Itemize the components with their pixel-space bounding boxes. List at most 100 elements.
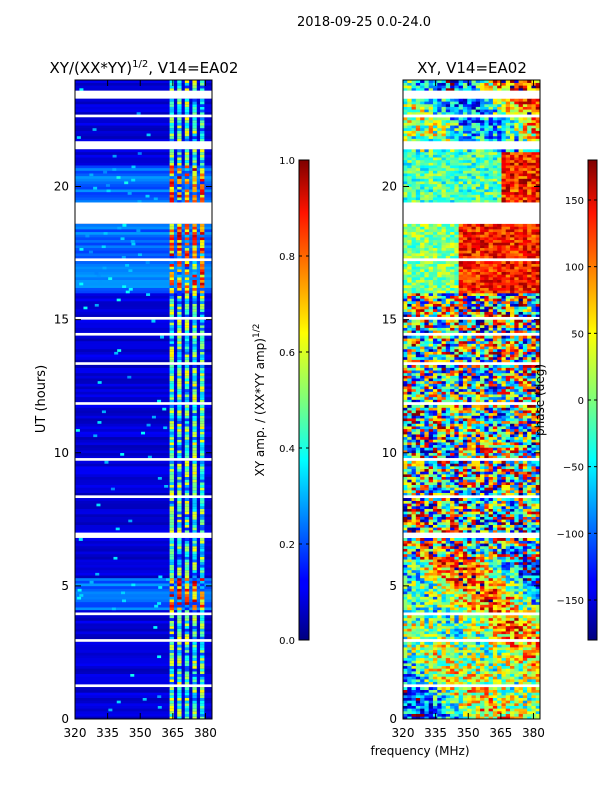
phase-cell: [445, 468, 451, 472]
amp-row: [75, 420, 212, 424]
phase-cell: [497, 705, 502, 709]
phase-cell: [518, 679, 524, 683]
phase-cell: [458, 548, 464, 552]
phase-cell: [454, 657, 459, 661]
phase-cell: [437, 620, 442, 624]
amp-cell: [177, 498, 182, 501]
phase-cell: [475, 500, 481, 504]
amp-cell: [97, 420, 102, 424]
phase-cell: [492, 695, 498, 698]
phase-cell: [501, 513, 507, 517]
amp-y-tick-label: 0: [61, 712, 69, 726]
phase-cell: [510, 671, 515, 675]
amp-cell: [200, 346, 205, 350]
amp-cell: [200, 519, 205, 523]
phase-cell: [488, 647, 494, 651]
phase-cell: [415, 703, 421, 706]
phase-cell: [527, 516, 532, 520]
phase-cell: [454, 593, 459, 597]
amp-cell: [177, 681, 182, 685]
phase-cell: [497, 673, 502, 677]
amp-cell: [177, 306, 182, 310]
phase-cell: [458, 474, 464, 478]
amp-row: [75, 388, 212, 392]
phase-cell: [510, 561, 515, 565]
phase-cell: [531, 476, 537, 480]
amp-row: [75, 484, 212, 488]
amp-cell: [177, 324, 182, 328]
phase-cell: [403, 655, 408, 659]
phase-cell: [480, 466, 485, 470]
phase-cell: [407, 695, 412, 698]
phase-cell: [445, 671, 451, 675]
amp-gap: [75, 532, 212, 538]
phase-cell: [403, 631, 408, 635]
phase-cell: [501, 503, 507, 507]
amp-cell: [200, 367, 205, 371]
phase-cell: [471, 543, 477, 547]
phase-cell: [437, 711, 442, 714]
phase-cell: [505, 668, 511, 672]
amp-cell: [177, 415, 182, 419]
amp-cell: [200, 250, 205, 254]
phase-cell: [432, 434, 438, 438]
phase-cell: [505, 607, 511, 611]
phase-cell: [514, 428, 519, 432]
phase-cell: [458, 516, 464, 520]
amp-cell: [177, 474, 182, 478]
amp-cell: [200, 431, 205, 435]
amp-cell: [184, 500, 190, 504]
phase-cell: [535, 671, 540, 675]
phase-cell: [488, 681, 494, 685]
phase-cell: [445, 673, 451, 677]
phase-cell: [437, 553, 442, 557]
amp-cell: [169, 516, 174, 520]
amp-cell: [169, 455, 174, 459]
phase-cell: [535, 647, 540, 651]
phase-cell: [462, 527, 468, 531]
phase-cell: [454, 556, 459, 560]
amp-row: [75, 585, 212, 589]
phase-cell: [497, 657, 502, 661]
phase-cell: [535, 657, 540, 661]
phase-cell: [437, 692, 442, 696]
phase-cell: [458, 599, 464, 603]
phase-cell: [492, 657, 498, 661]
phase-cell: [458, 524, 464, 528]
phase-cell: [480, 567, 485, 571]
phase-cell: [415, 636, 421, 640]
phase-cell: [505, 529, 511, 533]
phase-cell: [407, 660, 412, 664]
phase-cell: [488, 543, 494, 547]
amp-row: [75, 471, 212, 475]
phase-cell: [471, 567, 477, 571]
amp-cell: [177, 428, 182, 432]
amp-cell: [177, 293, 182, 296]
phase-cell: [454, 548, 459, 552]
phase-cell: [415, 596, 421, 600]
phase-cell: [407, 599, 412, 603]
phase-cell: [437, 577, 442, 581]
amp-cell: [200, 420, 205, 424]
phase-cell: [505, 708, 511, 712]
phase-cell: [407, 540, 412, 544]
phase-cell: [531, 668, 537, 672]
phase-cell: [492, 431, 498, 435]
amp-cell: [184, 482, 190, 485]
phase-cell: [480, 564, 485, 568]
phase-cell: [480, 556, 485, 560]
phase-cell: [454, 519, 459, 523]
phase-cell: [462, 716, 468, 719]
phase-cell: [501, 498, 507, 501]
phase-cell: [428, 708, 434, 712]
phase-cell: [518, 671, 524, 675]
phase-cell: [437, 444, 442, 448]
amp-cell: [169, 80, 174, 83]
phase-cell: [403, 695, 408, 698]
phase-cell: [484, 452, 489, 456]
phase-cell: [458, 508, 464, 512]
amp-cell: [200, 388, 205, 392]
phase-cell: [484, 476, 489, 480]
phase-cell: [518, 484, 524, 488]
phase-cell: [420, 506, 425, 509]
